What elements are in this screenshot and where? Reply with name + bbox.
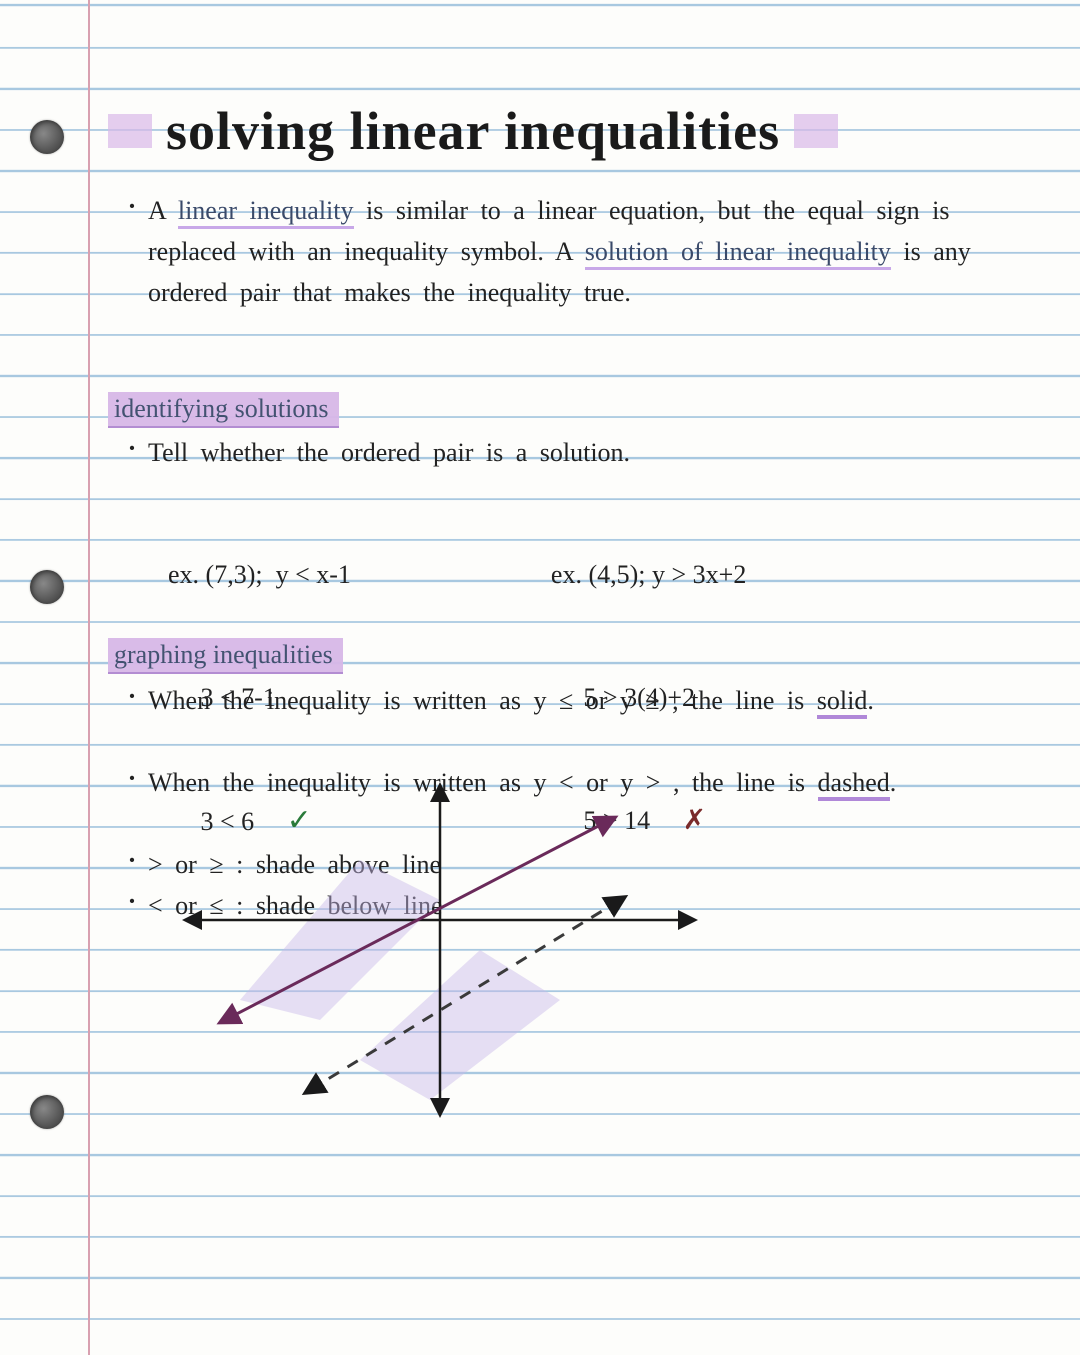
ex1-line1: ex. (7,3); y < x-1 (168, 554, 351, 595)
punch-hole (30, 1095, 64, 1129)
highlight-block-right (794, 114, 838, 148)
section-graphing-inequalities: graphing inequalities (108, 638, 343, 674)
keyword-solid: solid (817, 686, 868, 719)
intro-text: A (148, 196, 178, 225)
keyword-dashed: dashed (818, 768, 890, 801)
punch-hole (30, 120, 64, 154)
page-title: solving linear inequalities (166, 100, 780, 162)
graphing-bullet-1: When the inequality is written as y ≤ or… (148, 680, 1040, 721)
margin-line (88, 0, 90, 1355)
keyterm-linear-inequality: linear inequality (178, 196, 354, 229)
subheading-identifying: identifying solutions (108, 392, 339, 428)
highlight-block-left (108, 114, 152, 148)
title-row: solving linear inequalities (108, 100, 1050, 162)
punch-hole (30, 570, 64, 604)
section-identifying-solutions: identifying solutions (108, 392, 339, 428)
intro-paragraph: A linear inequality is similar to a line… (148, 190, 1040, 313)
instruction-text: Tell whether the ordered pair is a solut… (148, 432, 630, 473)
ex2-line1: ex. (4,5); y > 3x+2 (551, 554, 746, 595)
keyterm-solution: solution of linear inequality (585, 237, 891, 270)
subheading-graphing: graphing inequalities (108, 638, 343, 674)
inequality-graph (180, 780, 700, 1120)
